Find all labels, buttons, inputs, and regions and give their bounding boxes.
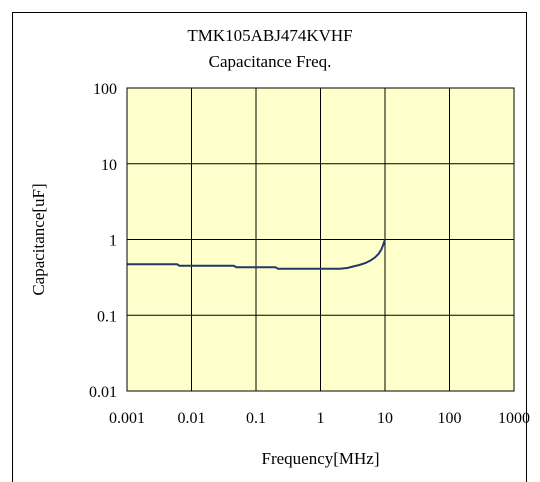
chart-title: TMK105ABJ474KVHF [187,26,353,45]
plot-border [126,87,515,392]
y-tick-label: 0.1 [97,308,117,325]
y-tick-label: 100 [93,81,117,98]
y-tick-labels: 0.01 0.1 1 10 100 [89,81,117,401]
series-line [127,239,386,270]
y-tick-label: 10 [101,157,117,174]
chart-subtitle: Capacitance Freq. [208,52,332,71]
y-tick-label: 0.01 [89,384,117,401]
x-tick-label: 0.1 [246,410,266,427]
x-tick-label: 1 [317,410,325,427]
x-tick-label: 10 [377,410,393,427]
x-tick-labels: 0.001 0.01 0.1 1 10 100 1000 [109,410,530,427]
x-tick-label: 100 [438,410,462,427]
y-tick-label: 1 [109,233,117,250]
y-axis-label: Capacitance[uF] [29,183,48,295]
x-tick-label: 0.01 [178,410,206,427]
x-tick-label: 0.001 [109,410,145,427]
x-tick-label: 1000 [498,410,530,427]
x-axis-label: Frequency[MHz] [261,449,379,468]
